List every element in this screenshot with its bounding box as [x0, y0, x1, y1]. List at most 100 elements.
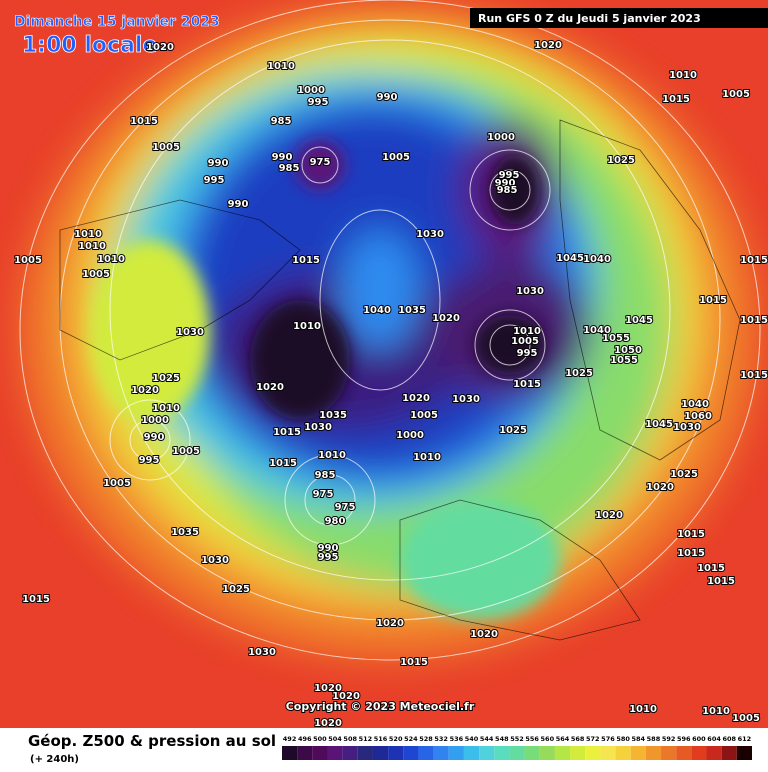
isobar-label: 1020	[314, 683, 342, 694]
colorbar-label: 524	[404, 735, 418, 743]
isobar-label: 1010	[629, 704, 657, 715]
isobar-label: 1020	[470, 629, 498, 640]
colorbar-label: 604	[707, 735, 721, 743]
isobar-label: 1015	[740, 255, 768, 266]
isobar-label: 1015	[513, 379, 541, 390]
isobar-label: 1035	[171, 527, 199, 538]
isobar-label: 1015	[662, 94, 690, 105]
colorbar-label: 500	[313, 735, 327, 743]
isobar-label: 995	[308, 97, 329, 108]
isobar-label: 990	[377, 92, 398, 103]
isobar-label: 1030	[248, 647, 276, 658]
isobar-label: 975	[335, 502, 356, 513]
colorbar-swatch	[691, 746, 707, 760]
isobar-label: 1000	[396, 430, 424, 441]
colorbar-label: 544	[480, 735, 494, 743]
isobar-label: 1020	[314, 718, 342, 729]
colorbar-swatch	[524, 746, 540, 760]
isobar-label: 1045	[556, 253, 584, 264]
isobar-label: 1020	[595, 510, 623, 521]
colorbar-swatch	[357, 746, 373, 760]
colorbar-label: 556	[525, 735, 539, 743]
colorbar-label: 596	[677, 735, 691, 743]
colorbar-label: 572	[586, 735, 600, 743]
colorbar-label: 492	[283, 735, 297, 743]
colorbar-swatch	[433, 746, 449, 760]
isobar-label: 1005	[732, 713, 760, 724]
isobar-label: 1040	[681, 399, 709, 410]
isobar-label: 1010	[152, 403, 180, 414]
isobar-label: 1010	[74, 229, 102, 240]
isobar-label: 975	[313, 489, 334, 500]
isobar-label: 990	[495, 178, 516, 189]
isobar-label: 995	[139, 455, 160, 466]
colorbar-label: 580	[616, 735, 630, 743]
colorbar-label: 536	[450, 735, 464, 743]
colorbar-swatch	[676, 746, 692, 760]
isobar-label: 1015	[130, 116, 158, 127]
isobar-label: 1050	[614, 345, 642, 356]
colorbar-label: 584	[632, 735, 646, 743]
isobar-label: 1005	[172, 446, 200, 457]
isobar-label: 1025	[670, 469, 698, 480]
isobar-label: 1020	[432, 313, 460, 324]
isobar-label: 1040	[583, 325, 611, 336]
isobar-label: 1030	[416, 229, 444, 240]
isobar-label: 1015	[707, 576, 735, 587]
isobar-label: 1010	[413, 452, 441, 463]
colorbar-swatch	[297, 746, 313, 760]
isobar-label: 1010	[513, 326, 541, 337]
colorbar-label: 504	[328, 735, 342, 743]
isobar-label: 1005	[722, 89, 750, 100]
colorbar-label: 520	[389, 735, 403, 743]
isobar-label: 1005	[152, 142, 180, 153]
isobar-label: 995	[204, 175, 225, 186]
isobar-label: 995	[318, 552, 339, 563]
isobar-label: 1010	[78, 241, 106, 252]
isobar-label: 985	[315, 470, 336, 481]
isobar-label: 1020	[646, 482, 674, 493]
isobar-label: 1015	[292, 255, 320, 266]
isobar-label: 1045	[645, 419, 673, 430]
colorbar-label: 612	[738, 735, 752, 743]
colorbar-label: 588	[647, 735, 661, 743]
isobar-label: 995	[499, 170, 520, 181]
isobar-label: 985	[271, 116, 292, 127]
isobar-label: 990	[318, 543, 339, 554]
isobar-label: 1025	[499, 425, 527, 436]
copyright: Copyright © 2023 Meteociel.fr	[286, 700, 475, 713]
isobar-label: 1005	[103, 478, 131, 489]
isobar-label: 980	[325, 516, 346, 527]
colorbar-swatch	[372, 746, 389, 760]
isobar-label: 1025	[152, 373, 180, 384]
colorbar-label: 496	[298, 735, 312, 743]
colorbar-swatch	[509, 746, 525, 760]
isobar-label: 1025	[565, 368, 593, 379]
colorbar-swatch	[539, 746, 555, 760]
isobar-label: 1035	[319, 410, 347, 421]
colorbar-swatch	[448, 746, 464, 760]
colorbar-swatch	[327, 746, 343, 760]
colorbar-swatch	[645, 746, 662, 760]
colorbar-label: 560	[541, 735, 555, 743]
isobar-label: 1015	[22, 594, 50, 605]
colorbar-label: 552	[510, 735, 524, 743]
isobar-label: 1005	[382, 152, 410, 163]
isobar-label: 1020	[131, 385, 159, 396]
colorbar-label: 568	[571, 735, 585, 743]
isobar-label: 1015	[273, 427, 301, 438]
isobar-label: 985	[279, 163, 300, 174]
isobar-label: 1020	[376, 618, 404, 629]
colorbar-label: 532	[434, 735, 448, 743]
isobar-label: 975	[310, 157, 331, 168]
colorbar-label: 592	[662, 735, 676, 743]
isobar-label: 1015	[269, 458, 297, 469]
colorbar-swatch	[494, 746, 510, 760]
isobar-label: 990	[208, 158, 229, 169]
isobar-label: 1005	[14, 255, 42, 266]
colorbar-label: 508	[343, 735, 357, 743]
isobar-label: 1030	[304, 422, 332, 433]
isobar-label: 1005	[511, 336, 539, 347]
isobar-label: 1045	[625, 315, 653, 326]
